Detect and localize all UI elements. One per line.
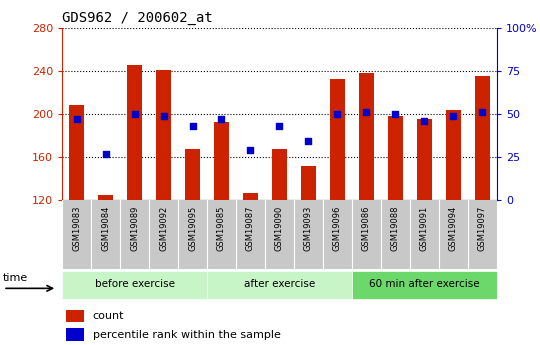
Text: time: time: [3, 273, 29, 283]
Point: [391, 111, 400, 117]
Text: percentile rank within the sample: percentile rank within the sample: [92, 330, 280, 339]
Text: GSM19083: GSM19083: [72, 206, 81, 251]
Bar: [417, 119, 431, 200]
Text: GSM19088: GSM19088: [391, 206, 400, 251]
Bar: [156, 70, 171, 200]
Bar: [359, 73, 374, 200]
Bar: [388, 116, 403, 200]
Point: [72, 116, 81, 122]
Point: [275, 123, 284, 129]
Bar: [352, 270, 497, 298]
Point: [159, 113, 168, 118]
Text: GSM19093: GSM19093: [304, 206, 313, 251]
Text: count: count: [92, 311, 124, 321]
Text: GSM19091: GSM19091: [420, 206, 429, 251]
Bar: [127, 65, 142, 200]
Text: GSM19089: GSM19089: [130, 206, 139, 251]
Point: [246, 147, 255, 153]
Bar: [475, 76, 490, 200]
Point: [217, 116, 226, 122]
Text: GDS962 / 200602_at: GDS962 / 200602_at: [62, 11, 213, 25]
Text: 60 min after exercise: 60 min after exercise: [369, 279, 480, 289]
Bar: [446, 110, 461, 200]
Text: before exercise: before exercise: [94, 279, 174, 289]
Bar: [62, 270, 207, 298]
Bar: [214, 122, 229, 200]
Bar: [69, 105, 84, 200]
Bar: [207, 270, 352, 298]
Text: GSM19090: GSM19090: [275, 206, 284, 251]
Text: GSM19095: GSM19095: [188, 206, 197, 251]
Bar: [66, 310, 84, 322]
Point: [130, 111, 139, 117]
Point: [188, 123, 197, 129]
Point: [304, 139, 313, 144]
Text: GSM19085: GSM19085: [217, 206, 226, 251]
Bar: [66, 328, 84, 341]
Bar: [330, 79, 345, 200]
Text: GSM19084: GSM19084: [101, 206, 110, 251]
Text: GSM19087: GSM19087: [246, 206, 255, 251]
Bar: [272, 149, 287, 200]
Point: [102, 151, 110, 156]
Point: [362, 109, 370, 115]
Point: [449, 113, 458, 118]
Bar: [301, 166, 316, 200]
Bar: [185, 149, 200, 200]
Bar: [98, 195, 113, 200]
Point: [333, 111, 342, 117]
Text: GSM19086: GSM19086: [362, 206, 371, 251]
Text: GSM19094: GSM19094: [449, 206, 458, 251]
Text: GSM19096: GSM19096: [333, 206, 342, 251]
Point: [478, 109, 487, 115]
Text: GSM19097: GSM19097: [478, 206, 487, 251]
Text: after exercise: after exercise: [244, 279, 315, 289]
Text: GSM19092: GSM19092: [159, 206, 168, 251]
Bar: [243, 193, 258, 200]
Point: [420, 118, 429, 124]
